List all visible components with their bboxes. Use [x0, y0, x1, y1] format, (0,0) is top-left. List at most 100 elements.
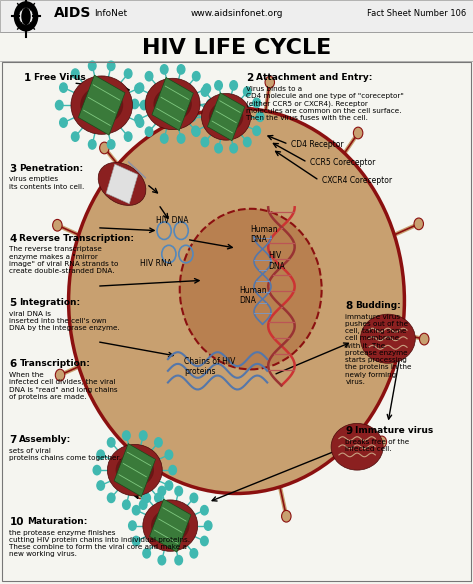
Text: AIDS: AIDS	[54, 6, 92, 20]
Circle shape	[177, 134, 185, 143]
Circle shape	[123, 500, 130, 509]
Text: the protease enzyme finishes
cutting HIV protein chains into individual proteins: the protease enzyme finishes cutting HIV…	[9, 530, 191, 558]
Circle shape	[124, 69, 132, 78]
Text: CCR5 Coreceptor: CCR5 Coreceptor	[310, 158, 375, 167]
Circle shape	[136, 118, 144, 127]
Polygon shape	[114, 444, 156, 496]
Text: HIV
DNA: HIV DNA	[269, 251, 286, 271]
Circle shape	[175, 486, 183, 496]
Circle shape	[145, 127, 153, 136]
Circle shape	[107, 493, 115, 502]
Ellipse shape	[331, 423, 383, 470]
Text: 5: 5	[9, 298, 17, 308]
Circle shape	[244, 87, 251, 96]
Circle shape	[177, 65, 185, 74]
Text: Reverse Transcription:: Reverse Transcription:	[19, 234, 134, 242]
Ellipse shape	[143, 500, 198, 551]
Ellipse shape	[107, 444, 162, 496]
Circle shape	[281, 510, 291, 522]
Text: Chains of HIV
proteins: Chains of HIV proteins	[184, 357, 236, 377]
Circle shape	[129, 521, 136, 530]
Circle shape	[107, 140, 115, 149]
Circle shape	[88, 140, 96, 149]
Circle shape	[60, 83, 67, 92]
Circle shape	[97, 450, 105, 460]
Circle shape	[131, 99, 139, 109]
Text: virus empties
its contents into cell.: virus empties its contents into cell.	[9, 176, 85, 190]
Circle shape	[207, 99, 214, 109]
Polygon shape	[149, 499, 191, 552]
Circle shape	[140, 431, 147, 440]
Circle shape	[53, 220, 62, 231]
Text: CD4 Receptor: CD4 Receptor	[291, 140, 343, 149]
Ellipse shape	[145, 78, 200, 130]
Text: InfoNet: InfoNet	[95, 9, 128, 18]
Text: 8: 8	[345, 301, 352, 311]
Circle shape	[193, 72, 200, 81]
Text: 3: 3	[9, 164, 17, 173]
Text: Transcription:: Transcription:	[19, 359, 90, 368]
Circle shape	[420, 333, 429, 345]
Ellipse shape	[69, 108, 404, 493]
Circle shape	[123, 431, 130, 440]
Text: immature virus
pushes out of the
cell, taking some
cell membrane
with it. The
pr: immature virus pushes out of the cell, t…	[345, 314, 412, 385]
Circle shape	[135, 84, 142, 93]
Text: HIV RNA: HIV RNA	[140, 259, 172, 269]
Text: breaks free of the
infected cell.: breaks free of the infected cell.	[345, 439, 410, 453]
Circle shape	[188, 112, 196, 121]
Circle shape	[143, 548, 150, 558]
Circle shape	[215, 144, 222, 153]
Circle shape	[192, 126, 199, 135]
Circle shape	[256, 112, 264, 121]
Text: www.aidsinfonet.org: www.aidsinfonet.org	[190, 9, 283, 18]
Text: Human
DNA: Human DNA	[251, 225, 278, 245]
Ellipse shape	[71, 76, 132, 134]
Polygon shape	[79, 75, 125, 135]
Circle shape	[97, 481, 105, 490]
Polygon shape	[106, 164, 138, 204]
Circle shape	[158, 555, 166, 565]
Circle shape	[135, 114, 142, 124]
Circle shape	[175, 555, 183, 565]
Text: Budding:: Budding:	[355, 301, 401, 310]
Circle shape	[155, 493, 162, 502]
Circle shape	[203, 114, 210, 124]
Circle shape	[190, 493, 198, 503]
Ellipse shape	[151, 509, 190, 543]
Ellipse shape	[201, 93, 251, 140]
Circle shape	[14, 1, 38, 32]
Circle shape	[201, 506, 208, 515]
Circle shape	[100, 142, 109, 154]
Circle shape	[230, 144, 237, 153]
Text: Human
DNA: Human DNA	[239, 286, 266, 305]
Circle shape	[190, 548, 198, 558]
Circle shape	[204, 521, 212, 530]
Ellipse shape	[360, 314, 415, 363]
Circle shape	[124, 132, 132, 141]
Circle shape	[253, 126, 261, 135]
Text: Fact Sheet Number 106: Fact Sheet Number 106	[367, 9, 466, 18]
Circle shape	[88, 61, 96, 71]
Circle shape	[201, 87, 209, 96]
Circle shape	[414, 218, 423, 230]
Text: Integration:: Integration:	[19, 298, 80, 307]
Circle shape	[192, 98, 199, 107]
Ellipse shape	[153, 87, 192, 121]
Text: viral DNA is
inserted into the cell's own
DNA by the integrase enzyme.: viral DNA is inserted into the cell's ow…	[9, 311, 120, 331]
Ellipse shape	[21, 8, 31, 25]
Circle shape	[215, 81, 222, 90]
Ellipse shape	[180, 209, 322, 370]
Text: 10: 10	[9, 517, 24, 527]
Text: Free Virus: Free Virus	[34, 73, 85, 82]
Text: 1: 1	[24, 73, 31, 83]
FancyBboxPatch shape	[0, 0, 473, 32]
Circle shape	[160, 65, 168, 74]
Text: HIV DNA: HIV DNA	[156, 216, 189, 225]
Text: Maturation:: Maturation:	[27, 517, 88, 526]
Text: Penetration:: Penetration:	[19, 164, 84, 172]
Text: When the
infected cell divides, the viral
DNA is "read" and long chains
of prote: When the infected cell divides, the vira…	[9, 372, 118, 400]
Circle shape	[136, 83, 144, 92]
Circle shape	[60, 118, 67, 127]
Circle shape	[107, 61, 115, 71]
Text: HIV LIFE CYCLE: HIV LIFE CYCLE	[142, 39, 331, 58]
